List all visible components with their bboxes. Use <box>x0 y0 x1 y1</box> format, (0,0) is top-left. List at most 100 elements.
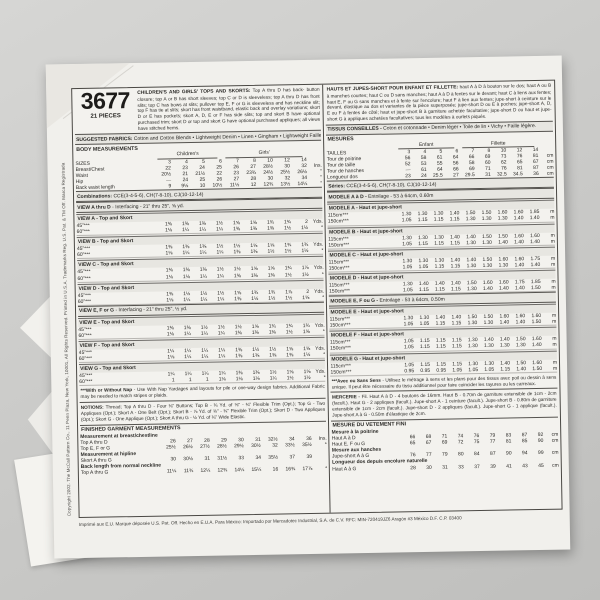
cell-value: 1⅛ <box>165 250 173 257</box>
cell-value: 30½ <box>251 442 261 449</box>
cell-value: 1.30 <box>498 262 509 269</box>
cell-value: 1.40 <box>514 238 524 246</box>
unit-cell: m <box>550 238 555 245</box>
unit-cell: m <box>552 318 557 325</box>
cell-value: 1.15 <box>450 286 461 293</box>
cell-value: 1⅛ <box>165 227 173 234</box>
cell-value: 1¼ <box>216 273 224 280</box>
cell-value: 1¼ <box>183 296 191 303</box>
cell-value: 10 <box>199 182 206 189</box>
cell-value: 36 <box>533 171 539 178</box>
cell-value: 28½ <box>217 443 227 450</box>
cell-value: 1.15 <box>434 263 445 270</box>
suggested-fabrics-body: Cotton and Cotton Blends • Lightweight D… <box>133 132 322 142</box>
cell-value: 39 <box>490 463 496 470</box>
cell-value: 1.40 <box>513 215 524 222</box>
cell-value: 33 <box>458 463 464 470</box>
cell-value: 1.15 <box>450 239 460 247</box>
cell-value: 12¼ <box>200 468 211 475</box>
cell-value: 29.5 <box>464 172 475 179</box>
cell-value: 1⅜ <box>250 226 258 233</box>
cell-value: 1.30 <box>497 215 508 223</box>
cell-value: 72 <box>457 439 464 446</box>
cell-value: 1¼ <box>217 296 225 303</box>
unit-cell: * <box>322 294 325 301</box>
unit-cell: * <box>323 351 326 358</box>
cell-value: 85 <box>521 438 528 445</box>
row-label: Longueur dos <box>327 174 358 181</box>
cell-value: 9 <box>168 183 172 190</box>
cell-value: 17⅞ <box>302 466 313 473</box>
cell-value: 1.15 <box>418 286 429 294</box>
cell-value: 1¼ <box>201 353 209 361</box>
view-section: VIEW F - Top and Skort 45"*** 1¼ 1¼ 1¼ 1¼ 1⅜ 1½… <box>78 336 326 364</box>
cell-value: 1.15 <box>434 240 444 247</box>
cell-value: 1⅜ <box>234 295 242 303</box>
cell-value: 1.15 <box>435 344 446 351</box>
cell-value: 1¼ <box>200 330 208 337</box>
cell-value: 1⅛ <box>166 297 174 304</box>
cell-value: 1⅝ <box>302 328 310 336</box>
cell-value: 31½ <box>217 455 228 462</box>
row-label: 150cm*** <box>329 288 351 295</box>
cell-value: 1⅜ <box>268 329 276 336</box>
cell-value: 1.30 <box>483 319 494 327</box>
cell-value: 27½ <box>200 443 210 450</box>
yardage-views-e-g: VIEW E - Top and Skort 45"*** 1⅜ 1⅜ 1½ 1½ 1½ 1⅝… <box>78 313 326 387</box>
entoilage-e-g-rest: Entoilage - 53 à 64cm, 0.50m <box>379 296 445 304</box>
cell-value: 1⅜ <box>234 330 242 337</box>
cell-value: 77 <box>489 438 496 445</box>
cell-value: 1.05 <box>403 344 414 351</box>
cell-value: 1.15 <box>451 320 462 327</box>
cell-value: 1⅛ <box>218 376 226 383</box>
tissus-label: TISSUS CONSEILLES - <box>327 125 382 133</box>
cell-value: 25.5 <box>432 172 443 180</box>
row-label: 150cm*** <box>328 241 350 249</box>
cell-value: 39 <box>306 454 313 461</box>
row-label: 60"*** <box>78 332 92 339</box>
cell-value: 28 <box>410 464 416 471</box>
cell-value: 0.95 <box>420 367 431 374</box>
cell-value: 1.30 <box>482 262 493 269</box>
cell-value: 1.40 <box>530 238 540 245</box>
cell-value: 1.40 <box>498 239 508 246</box>
cell-value: 65 <box>409 440 416 447</box>
unit-cell: cm <box>546 170 554 178</box>
cell-value: 79 <box>441 451 448 458</box>
cell-value: 1⅜ <box>286 352 294 359</box>
cell-value: 81 <box>505 438 512 445</box>
cell-value: 16 <box>272 466 279 474</box>
view-section: VIEW E - Top and Skort 45"*** 1⅜ 1⅜ 1½ 1½ 1½ 1⅝… <box>78 313 325 341</box>
cell-value: 1.05 <box>468 366 479 373</box>
cell-value: 1½ <box>301 271 309 278</box>
cell-value: 30½ <box>183 456 194 463</box>
cell-value: 13½ <box>280 181 291 188</box>
cell-value: 67 <box>425 439 432 447</box>
cell-value: 1½ <box>251 295 259 302</box>
cell-value: 1⅜ <box>267 272 275 279</box>
pattern-number: 3677 <box>80 87 131 114</box>
cell-value: 1¼ <box>216 226 224 233</box>
cell-value: 34.5 <box>512 171 523 178</box>
cell-value: 12 <box>250 181 257 188</box>
cell-value: 1¼ <box>217 330 225 337</box>
series-label: Séries: <box>328 183 346 190</box>
entoilage-a-d-lead: MODELE A à D - <box>328 193 367 201</box>
header-row: 3677 21 PIECES CHILDREN'S AND GIRLS' TOP… <box>74 85 321 135</box>
cell-value: 69 <box>441 439 448 446</box>
cell-value: 1.40 <box>530 261 541 268</box>
mesures-table: TAILLES 3 4 5 6 7 8 10 12 14 Tour de poitrine 56 58 6… <box>327 147 554 181</box>
cell-value: 1½ <box>286 375 294 382</box>
cell-value: 15¼ <box>251 467 262 474</box>
unit-cell: cm <box>552 462 559 469</box>
cell-value: 31 <box>204 455 211 463</box>
yardage-views-a-d: VIEW A - Top and Skort 45"*** 1⅜ 1⅜ 1⅜ 1½ 1⅝ 1⅝… <box>76 209 325 306</box>
metrage-modeles-e-g: MODELE E - Haut et jupe-short 115cm*** 1.3… <box>329 303 558 377</box>
french-description: HAUTS ET JUPES-SHORT POUR ENFANT ET FILL… <box>326 83 553 123</box>
row-label: Haut A à G <box>332 465 357 473</box>
cell-value: 1.30 <box>466 239 476 246</box>
unit-cell: m <box>552 342 557 349</box>
suggested-fabrics-label: SUGGESTED FABRICS: <box>75 135 133 143</box>
cell-value: 1⅛ <box>166 331 174 338</box>
cell-value: 25½ <box>166 444 176 451</box>
